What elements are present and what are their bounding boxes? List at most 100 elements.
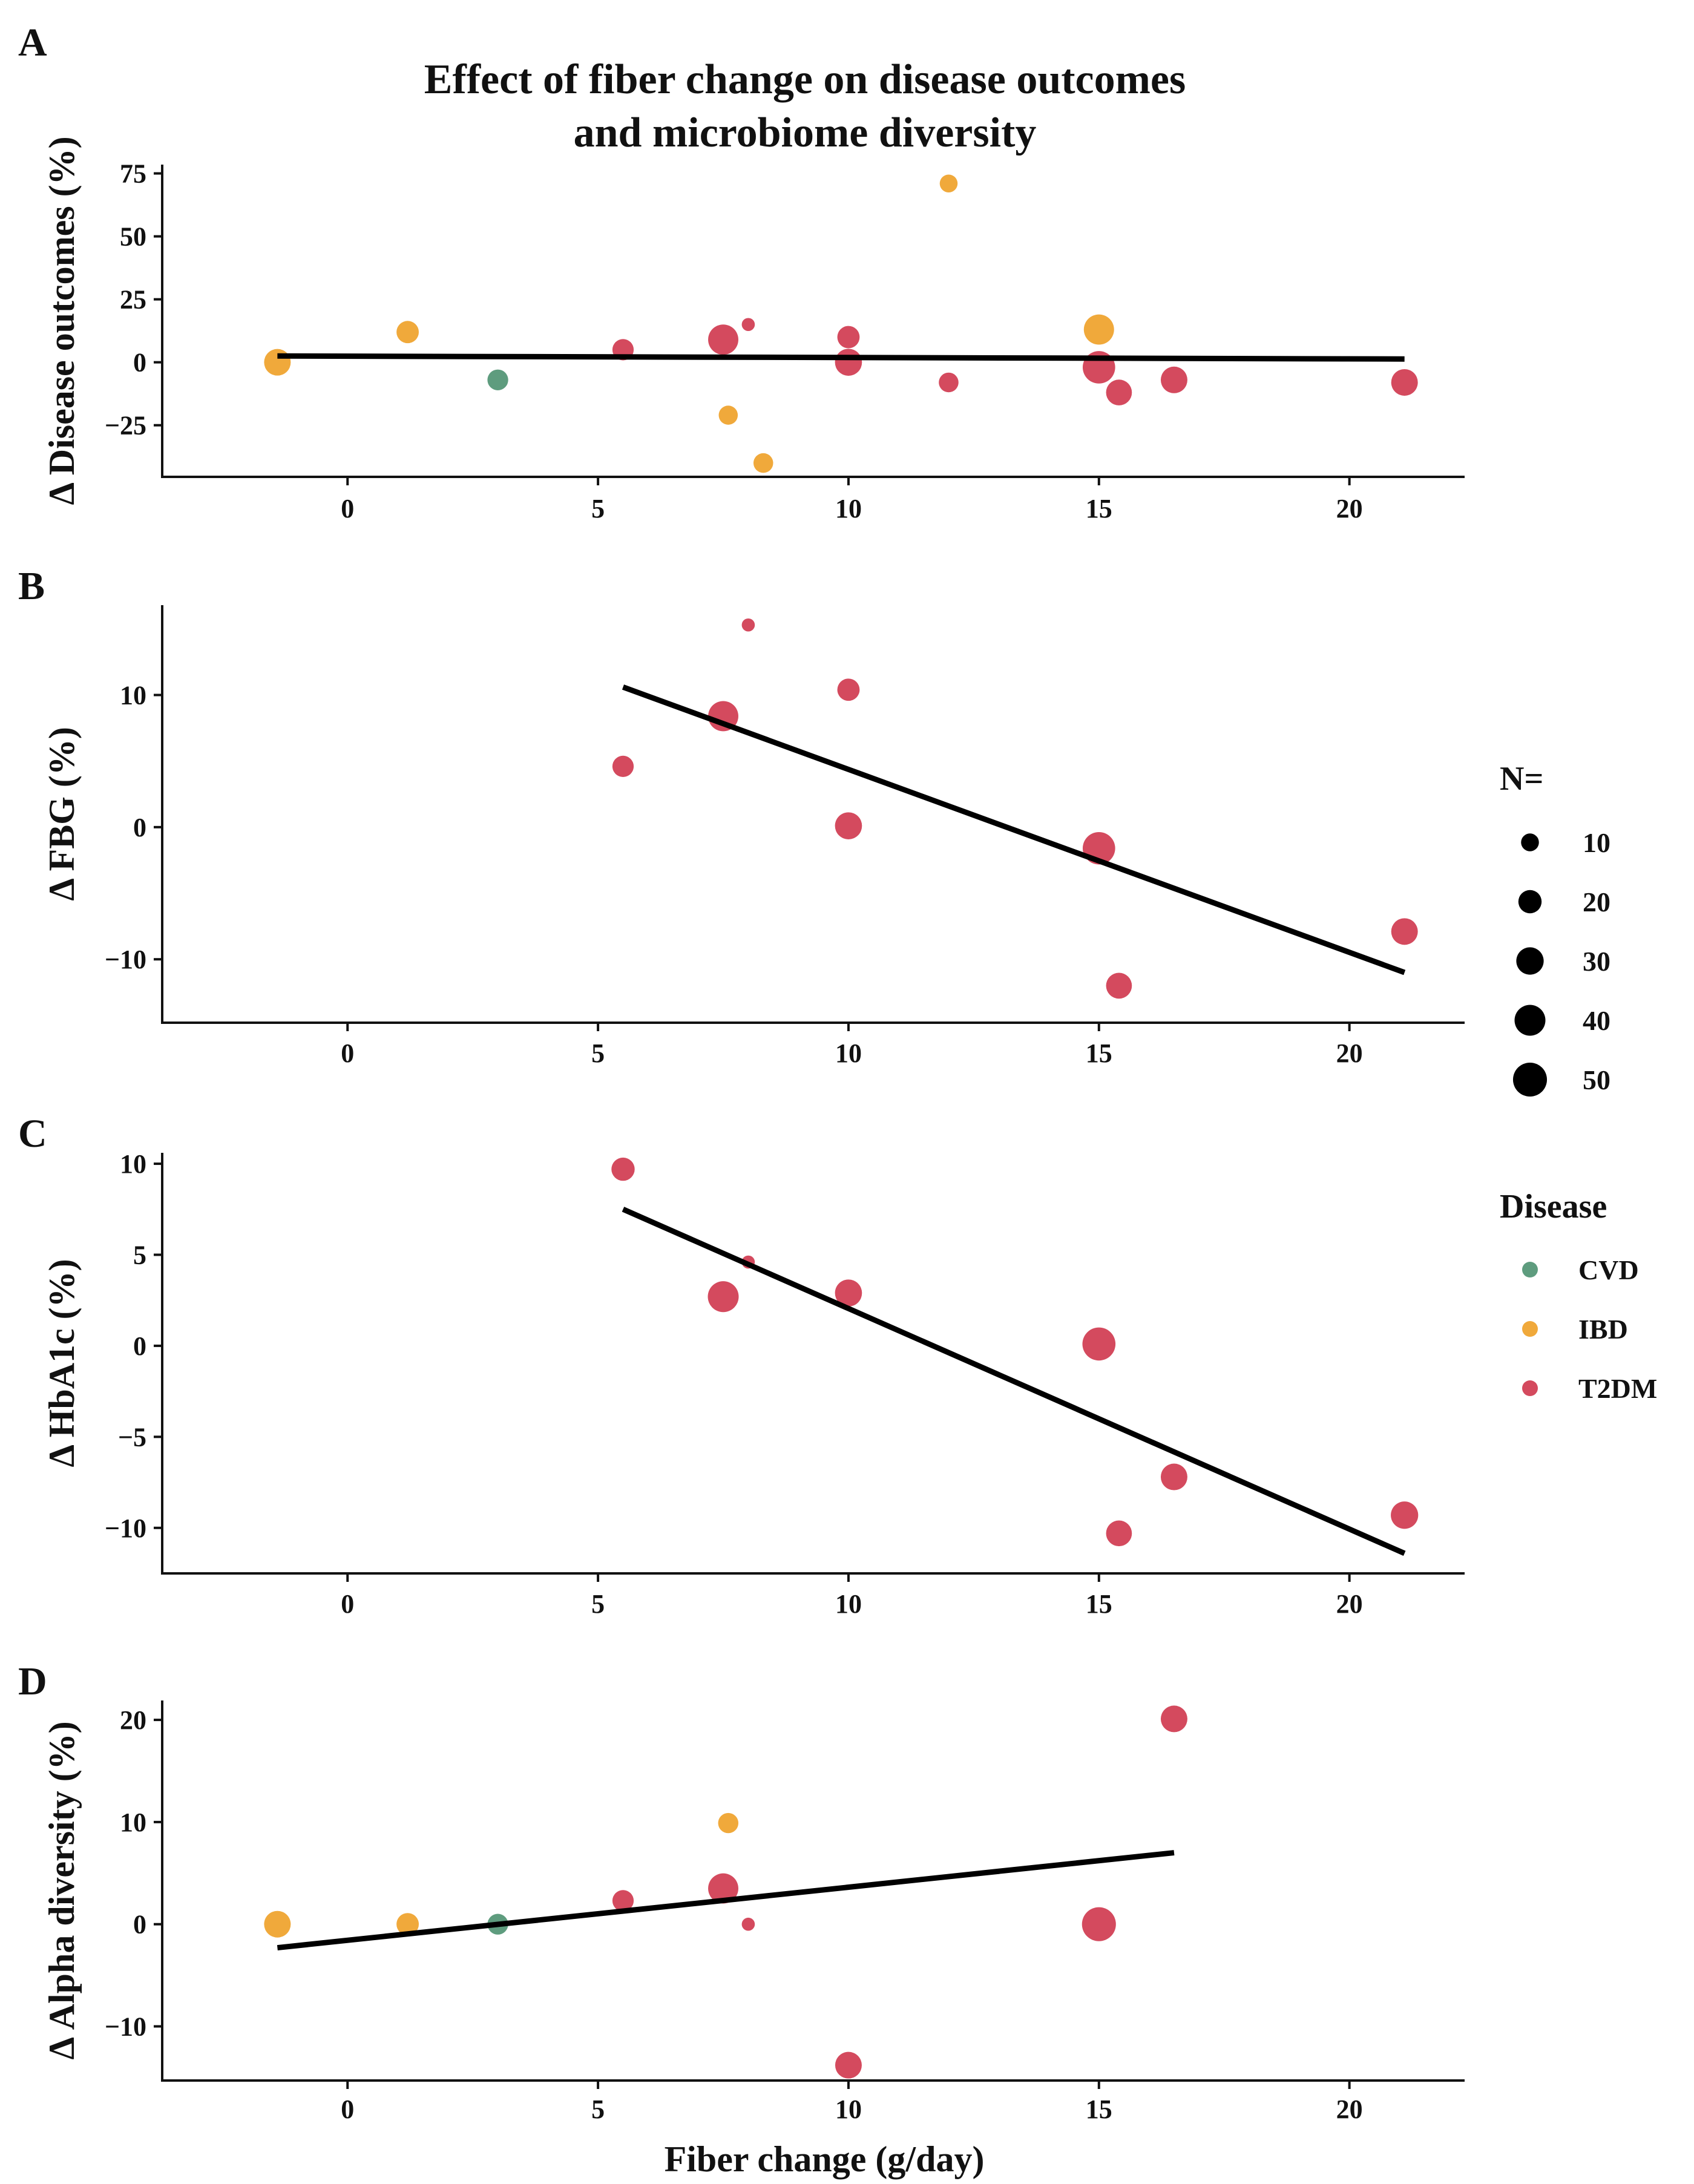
- legend-disease-swatch: [1522, 1321, 1538, 1337]
- legend-size-label: 10: [1583, 827, 1610, 858]
- panel-letter: B: [18, 564, 45, 608]
- y-tick-label: 0: [133, 1331, 146, 1361]
- data-point-ibd: [753, 453, 773, 473]
- panel-c: C 0 5 10 15 20 −10 −5 0 5 10 Δ HbA1c (%): [18, 1112, 1465, 1619]
- data-point-t2dm: [1391, 1501, 1419, 1529]
- data-point-t2dm: [1160, 1705, 1187, 1733]
- legend-disease-label: IBD: [1578, 1314, 1628, 1345]
- data-point-t2dm: [1160, 1463, 1187, 1490]
- data-point-t2dm: [1106, 1520, 1132, 1547]
- x-tick-label: 15: [1086, 2094, 1112, 2124]
- data-point-t2dm: [1106, 379, 1132, 405]
- y-tick-label: −10: [105, 945, 146, 974]
- x-axis-label: Fiber change (g/day): [665, 2139, 985, 2179]
- data-point-t2dm: [708, 324, 738, 355]
- data-point-ibd: [264, 1910, 291, 1938]
- y-tick-label: −10: [105, 2012, 146, 2042]
- y-tick-label: 10: [120, 1149, 146, 1179]
- data-point-ibd: [396, 1913, 419, 1936]
- legend-size-title: N=: [1500, 760, 1543, 798]
- panel-b: B 0 5 10 15 20 −10 0 10 Δ FBG (%): [18, 564, 1465, 1068]
- data-point-t2dm: [611, 1157, 635, 1181]
- y-tick-label: −10: [105, 1513, 146, 1543]
- data-point-ibd: [396, 321, 419, 344]
- legend-size-swatch: [1518, 890, 1542, 914]
- x-tick-label: 10: [835, 1038, 862, 1068]
- legend-disease-title: Disease: [1500, 1188, 1607, 1225]
- legend-size-label: 40: [1583, 1005, 1610, 1036]
- figure-title-line1: Effect of fiber change on disease outcom…: [424, 56, 1186, 103]
- data-point-t2dm: [1391, 369, 1418, 396]
- panel-d: D 0 5 10 15 20 −10 0 10 20 Δ Alpha diversity (%) Fi…: [18, 1659, 1465, 2179]
- data-point-t2dm: [707, 1281, 739, 1313]
- legend-size-label: 20: [1583, 887, 1610, 917]
- data-point-t2dm: [708, 1873, 738, 1904]
- y-tick-label: 0: [133, 813, 146, 842]
- data-point-cvd: [487, 369, 508, 390]
- y-tick-label: 0: [133, 1910, 146, 1940]
- x-tick-label: 15: [1086, 494, 1112, 523]
- x-tick-label: 20: [1336, 494, 1363, 523]
- data-point-t2dm: [741, 1917, 755, 1931]
- legend-disease-label: CVD: [1578, 1254, 1639, 1285]
- legend-size-label: 30: [1583, 946, 1610, 977]
- y-tick-label: 20: [120, 1705, 146, 1735]
- x-tick-label: 10: [835, 1589, 862, 1619]
- data-point-t2dm: [837, 678, 860, 701]
- x-tick-label: 5: [591, 1038, 605, 1068]
- x-tick-label: 20: [1336, 1589, 1363, 1619]
- data-point-t2dm: [612, 755, 634, 777]
- data-point-t2dm: [741, 618, 755, 632]
- x-tick-label: 20: [1336, 1038, 1363, 1068]
- y-tick-label: 10: [120, 680, 146, 710]
- data-point-ibd: [1083, 314, 1114, 345]
- trend-line: [277, 1850, 1175, 1951]
- data-point-t2dm: [1160, 366, 1187, 393]
- data-point-t2dm: [1391, 918, 1418, 945]
- y-tick-label: 50: [120, 222, 146, 252]
- x-tick-label: 10: [835, 2094, 862, 2124]
- x-tick-label: 5: [591, 494, 605, 523]
- trend-line: [277, 353, 1405, 362]
- y-tick-label: 25: [120, 285, 146, 315]
- legend-disease-swatch: [1522, 1262, 1538, 1277]
- x-tick-label: 5: [591, 2094, 605, 2124]
- data-point-t2dm: [1082, 1907, 1116, 1941]
- x-tick-label: 15: [1086, 1038, 1112, 1068]
- data-point-t2dm: [835, 812, 862, 839]
- data-point-t2dm: [835, 1279, 862, 1307]
- legend-disease-label: T2DM: [1578, 1373, 1657, 1404]
- data-point-t2dm: [612, 1890, 634, 1912]
- legend-size-swatch: [1516, 947, 1544, 975]
- y-tick-label: −5: [118, 1422, 146, 1452]
- y-axis-label: Δ Disease outcomes (%): [42, 136, 82, 505]
- data-point-t2dm: [939, 372, 959, 393]
- trend-line: [622, 684, 1406, 976]
- x-tick-label: 10: [835, 494, 862, 523]
- y-tick-label: 0: [133, 348, 146, 378]
- x-tick-label: 15: [1086, 1589, 1112, 1619]
- y-tick-label: 10: [120, 1808, 146, 1837]
- x-tick-label: 0: [341, 1038, 354, 1068]
- data-point-t2dm: [1106, 972, 1132, 999]
- data-point-t2dm: [741, 318, 755, 332]
- panel-letter: A: [18, 21, 47, 65]
- x-tick-label: 0: [341, 2094, 354, 2124]
- x-tick-label: 0: [341, 494, 354, 523]
- data-point-ibd: [718, 1812, 739, 1834]
- panel-letter: D: [18, 1659, 47, 1704]
- y-axis-label: Δ HbA1c (%): [42, 1259, 82, 1467]
- legend-size-swatch: [1521, 833, 1539, 851]
- legend-size-swatch: [1512, 1062, 1548, 1097]
- data-point-ibd: [264, 349, 291, 376]
- legend-size-swatch: [1514, 1005, 1546, 1036]
- figure-title-line2: and microbiome diversity: [574, 110, 1037, 156]
- data-point-t2dm: [837, 326, 860, 349]
- y-axis-label: Δ Alpha diversity (%): [42, 1721, 82, 2059]
- legend-disease-swatch: [1522, 1380, 1538, 1396]
- x-tick-label: 5: [591, 1589, 605, 1619]
- y-tick-label: 75: [120, 159, 146, 189]
- y-tick-label: −25: [105, 411, 146, 441]
